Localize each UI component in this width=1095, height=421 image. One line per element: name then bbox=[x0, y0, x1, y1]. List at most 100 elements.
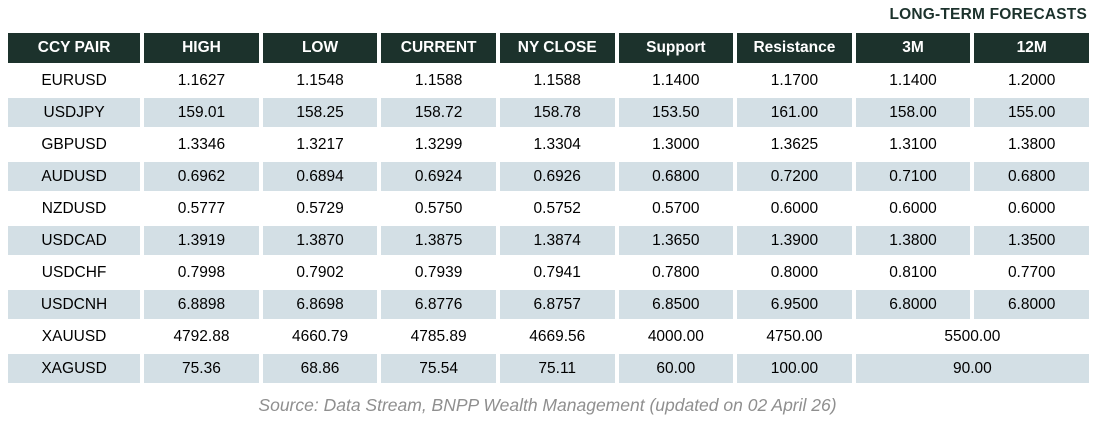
header-row: CCY PAIR HIGH LOW CURRENT NY CLOSE Suppo… bbox=[8, 33, 1089, 63]
cell-low: 1.1548 bbox=[262, 66, 378, 95]
column-header-ny-close: NY CLOSE bbox=[499, 33, 615, 63]
cell-ny-close: 4669.56 bbox=[499, 322, 615, 351]
cell-3m: 1.3800 bbox=[855, 226, 971, 255]
cell-resistance: 1.3900 bbox=[737, 226, 852, 255]
cell-low: 0.5729 bbox=[262, 194, 378, 223]
cell-high: 1.1627 bbox=[144, 66, 259, 95]
cell-high: 1.3919 bbox=[144, 226, 259, 255]
title-bar: LONG-TERM FORECASTS bbox=[0, 0, 1095, 30]
cell-high: 75.36 bbox=[144, 354, 259, 383]
cell-ny-close: 1.3304 bbox=[499, 130, 615, 159]
table-row: XAGUSD 75.36 68.86 75.54 75.11 60.00 100… bbox=[8, 354, 1089, 383]
cell-support: 0.6800 bbox=[618, 162, 734, 191]
cell-current: 1.3875 bbox=[381, 226, 496, 255]
cell-12m: 1.3800 bbox=[974, 130, 1089, 159]
cell-support: 1.1400 bbox=[618, 66, 734, 95]
cell-3m: 1.1400 bbox=[855, 66, 971, 95]
cell-ny-close: 0.7941 bbox=[499, 258, 615, 287]
cell-support: 1.3650 bbox=[618, 226, 734, 255]
cell-high: 0.7998 bbox=[144, 258, 259, 287]
cell-3m: 158.00 bbox=[855, 98, 971, 127]
cell-ny-close: 1.1588 bbox=[499, 66, 615, 95]
cell-current: 6.8776 bbox=[381, 290, 496, 319]
cell-low: 6.8698 bbox=[262, 290, 378, 319]
cell-pair: USDCAD bbox=[8, 226, 141, 255]
cell-12m: 1.3500 bbox=[974, 226, 1089, 255]
cell-current: 158.72 bbox=[381, 98, 496, 127]
cell-high: 6.8898 bbox=[144, 290, 259, 319]
cell-low: 1.3870 bbox=[262, 226, 378, 255]
cell-long-term-merged: 5500.00 bbox=[855, 322, 1089, 351]
table-row: EURUSD 1.1627 1.1548 1.1588 1.1588 1.140… bbox=[8, 66, 1089, 95]
table-row: GBPUSD 1.3346 1.3217 1.3299 1.3304 1.300… bbox=[8, 130, 1089, 159]
cell-low: 0.6894 bbox=[262, 162, 378, 191]
cell-support: 6.8500 bbox=[618, 290, 734, 319]
cell-pair: EURUSD bbox=[8, 66, 141, 95]
cell-12m: 0.7700 bbox=[974, 258, 1089, 287]
cell-support: 0.7800 bbox=[618, 258, 734, 287]
cell-3m: 1.3100 bbox=[855, 130, 971, 159]
column-header-ccy-pair: CCY PAIR bbox=[8, 33, 141, 63]
cell-high: 0.6962 bbox=[144, 162, 259, 191]
cell-low: 1.3217 bbox=[262, 130, 378, 159]
cell-12m: 0.6000 bbox=[974, 194, 1089, 223]
column-header-current: CURRENT bbox=[381, 33, 496, 63]
cell-12m: 6.8000 bbox=[974, 290, 1089, 319]
column-header-3m: 3M bbox=[855, 33, 971, 63]
cell-12m: 1.2000 bbox=[974, 66, 1089, 95]
page-title: LONG-TERM FORECASTS bbox=[889, 6, 1087, 23]
cell-low: 158.25 bbox=[262, 98, 378, 127]
cell-current: 1.3299 bbox=[381, 130, 496, 159]
cell-long-term-merged: 90.00 bbox=[855, 354, 1089, 383]
cell-3m: 0.8100 bbox=[855, 258, 971, 287]
cell-ny-close: 0.5752 bbox=[499, 194, 615, 223]
cell-current: 4785.89 bbox=[381, 322, 496, 351]
cell-12m: 0.6800 bbox=[974, 162, 1089, 191]
cell-resistance: 0.7200 bbox=[737, 162, 852, 191]
cell-ny-close: 158.78 bbox=[499, 98, 615, 127]
cell-ny-close: 1.3874 bbox=[499, 226, 615, 255]
cell-ny-close: 75.11 bbox=[499, 354, 615, 383]
cell-pair: XAUUSD bbox=[8, 322, 141, 351]
table-row: USDCAD 1.3919 1.3870 1.3875 1.3874 1.365… bbox=[8, 226, 1089, 255]
cell-current: 0.6924 bbox=[381, 162, 496, 191]
cell-3m: 0.7100 bbox=[855, 162, 971, 191]
column-header-low: LOW bbox=[262, 33, 378, 63]
table-row: USDCHF 0.7998 0.7902 0.7939 0.7941 0.780… bbox=[8, 258, 1089, 287]
cell-pair: USDJPY bbox=[8, 98, 141, 127]
cell-high: 0.5777 bbox=[144, 194, 259, 223]
cell-3m: 6.8000 bbox=[855, 290, 971, 319]
table-row: AUDUSD 0.6962 0.6894 0.6924 0.6926 0.680… bbox=[8, 162, 1089, 191]
cell-low: 68.86 bbox=[262, 354, 378, 383]
table-row: USDJPY 159.01 158.25 158.72 158.78 153.5… bbox=[8, 98, 1089, 127]
cell-high: 1.3346 bbox=[144, 130, 259, 159]
cell-3m: 0.6000 bbox=[855, 194, 971, 223]
cell-current: 1.1588 bbox=[381, 66, 496, 95]
cell-resistance: 1.3625 bbox=[737, 130, 852, 159]
table-row: USDCNH 6.8898 6.8698 6.8776 6.8757 6.850… bbox=[8, 290, 1089, 319]
cell-support: 4000.00 bbox=[618, 322, 734, 351]
cell-pair: NZDUSD bbox=[8, 194, 141, 223]
cell-low: 4660.79 bbox=[262, 322, 378, 351]
cell-resistance: 1.1700 bbox=[737, 66, 852, 95]
column-header-support: Support bbox=[618, 33, 734, 63]
cell-resistance: 4750.00 bbox=[737, 322, 852, 351]
cell-high: 159.01 bbox=[144, 98, 259, 127]
cell-support: 153.50 bbox=[618, 98, 734, 127]
cell-12m: 155.00 bbox=[974, 98, 1089, 127]
cell-pair: AUDUSD bbox=[8, 162, 141, 191]
column-header-resistance: Resistance bbox=[737, 33, 852, 63]
column-header-high: HIGH bbox=[144, 33, 259, 63]
cell-pair: GBPUSD bbox=[8, 130, 141, 159]
cell-pair: USDCHF bbox=[8, 258, 141, 287]
cell-resistance: 100.00 bbox=[737, 354, 852, 383]
cell-resistance: 0.8000 bbox=[737, 258, 852, 287]
cell-pair: USDCNH bbox=[8, 290, 141, 319]
cell-resistance: 161.00 bbox=[737, 98, 852, 127]
cell-support: 1.3000 bbox=[618, 130, 734, 159]
cell-low: 0.7902 bbox=[262, 258, 378, 287]
table-row: XAUUSD 4792.88 4660.79 4785.89 4669.56 4… bbox=[8, 322, 1089, 351]
fx-forecast-table: CCY PAIR HIGH LOW CURRENT NY CLOSE Suppo… bbox=[4, 30, 1093, 386]
cell-current: 0.5750 bbox=[381, 194, 496, 223]
